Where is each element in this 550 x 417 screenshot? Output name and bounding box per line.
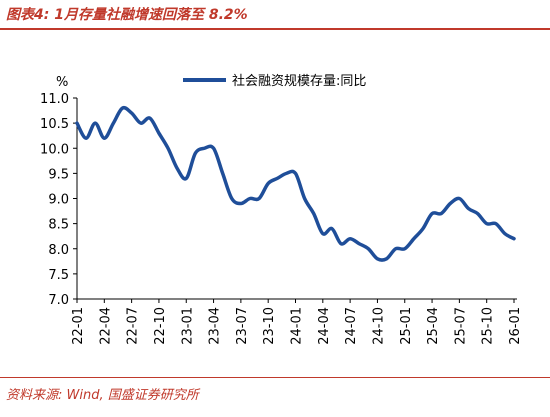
- source-divider: [0, 377, 550, 378]
- legend: 社会融资规模存量:同比: [183, 73, 366, 89]
- x-tick-label: 22-04: [98, 307, 113, 345]
- x-tick-label: 26-01: [508, 307, 523, 345]
- y-tick-label: 10.5: [40, 117, 69, 132]
- figure-title: 图表4: 1月存量社融增速回落至 8.2%: [6, 7, 248, 23]
- x-tick-label: 23-01: [180, 307, 195, 345]
- x-tick-label: 24-07: [344, 307, 359, 345]
- source-note: 资料来源: Wind, 国盛证券研究所: [6, 388, 199, 403]
- x-tick-label: 22-07: [126, 307, 141, 345]
- x-tick-label: 25-10: [481, 307, 496, 345]
- y-tick-label: 9.5: [48, 167, 69, 182]
- series-line: [75, 105, 516, 262]
- y-tick-label: 7.0: [48, 293, 69, 308]
- x-tick-label: 23-04: [208, 307, 223, 345]
- x-tick-label: 25-07: [453, 307, 468, 345]
- x-tick-label: 23-10: [262, 307, 277, 345]
- y-unit-label: %: [56, 75, 68, 90]
- x-axis: 22-01 22-04 22-07 22-10 23-01 23-04 23-07 23-10…: [71, 298, 523, 345]
- legend-label: 社会融资规模存量:同比: [232, 73, 366, 89]
- y-axis: 7.0 7.5 8.0 8.5 9.0 9.5 10.0 10.5 11.0: [40, 92, 78, 308]
- x-tick-label: 24-04: [317, 307, 332, 345]
- y-tick-label: 8.5: [48, 218, 69, 233]
- x-tick-label: 23-07: [235, 307, 250, 345]
- x-tick-label: 22-10: [153, 307, 168, 345]
- y-tick-label: 11.0: [40, 92, 69, 107]
- title-divider: [0, 28, 550, 30]
- x-tick-label: 25-04: [426, 307, 441, 345]
- y-tick-label: 8.0: [48, 243, 69, 258]
- x-tick-label: 22-01: [71, 307, 86, 345]
- x-tick-label: 24-10: [371, 307, 386, 345]
- y-tick-label: 7.5: [48, 268, 69, 283]
- y-tick-label: 10.0: [40, 142, 69, 157]
- series-group: [75, 105, 516, 262]
- x-tick-label: 25-01: [399, 307, 414, 345]
- y-tick-label: 9.0: [48, 193, 69, 208]
- x-tick-label: 24-01: [290, 307, 305, 345]
